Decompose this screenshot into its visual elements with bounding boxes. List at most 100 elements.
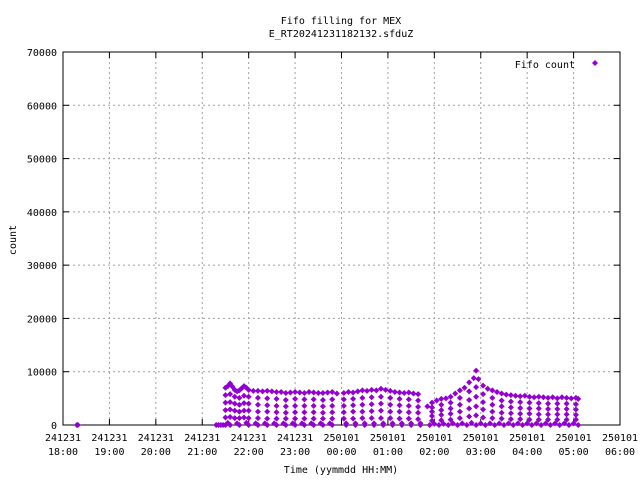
data-point	[429, 408, 436, 415]
data-point	[531, 394, 538, 401]
data-point	[329, 409, 336, 416]
data-point	[340, 402, 347, 409]
data-point	[415, 416, 422, 423]
x-tick-label-date: 250101	[416, 433, 452, 444]
data-point	[254, 408, 261, 415]
data-point	[540, 394, 547, 401]
data-point	[491, 422, 498, 428]
data-point	[368, 408, 375, 415]
y-tick-label: 0	[51, 421, 57, 432]
data-point	[227, 406, 234, 413]
data-point	[459, 420, 466, 427]
data-point	[468, 419, 475, 426]
data-point	[396, 415, 403, 422]
data-point	[447, 405, 454, 412]
data-point	[565, 422, 572, 428]
data-point	[561, 420, 568, 427]
data-points	[73, 367, 582, 428]
data-point	[429, 404, 436, 411]
x-tick-label-date: 250101	[463, 433, 499, 444]
data-point	[535, 411, 542, 418]
x-tick-label-time: 00:00	[326, 447, 356, 458]
data-point	[380, 422, 387, 428]
data-point	[456, 401, 463, 408]
data-point	[447, 393, 454, 400]
data-point	[310, 402, 317, 409]
data-point	[433, 397, 440, 404]
data-point	[401, 390, 408, 397]
data-point	[396, 389, 403, 396]
data-point	[535, 400, 542, 407]
x-tick-label-time: 05:00	[559, 447, 589, 458]
data-point	[377, 393, 384, 400]
data-point	[426, 422, 433, 428]
data-point	[435, 422, 442, 428]
data-point	[498, 415, 505, 422]
data-point	[454, 422, 461, 428]
data-point	[554, 395, 561, 402]
data-point	[350, 408, 357, 415]
data-point	[396, 395, 403, 402]
data-point	[391, 388, 398, 395]
data-point	[480, 382, 487, 389]
data-point	[480, 391, 487, 398]
data-point	[445, 422, 452, 428]
data-point	[319, 390, 326, 397]
data-point	[405, 409, 412, 416]
data-point	[278, 388, 285, 395]
data-point	[350, 395, 357, 402]
data-point	[482, 422, 489, 428]
data-point	[340, 396, 347, 403]
data-point	[545, 416, 552, 423]
data-point	[480, 406, 487, 413]
data-point	[466, 396, 473, 403]
data-point	[319, 403, 326, 410]
data-point	[415, 391, 422, 398]
data-point	[377, 407, 384, 414]
x-tick-label-date: 241231	[231, 433, 267, 444]
data-point	[398, 422, 405, 428]
data-point	[410, 390, 417, 397]
data-point	[329, 422, 336, 428]
data-point	[301, 422, 308, 428]
data-point	[236, 415, 243, 422]
data-point	[292, 415, 299, 422]
data-point	[350, 415, 357, 422]
data-point	[254, 387, 261, 394]
data-point	[429, 399, 436, 406]
data-point	[473, 367, 480, 374]
x-tick-label-time: 21:00	[187, 447, 217, 458]
data-point	[241, 414, 248, 421]
data-point	[549, 394, 556, 401]
data-point	[359, 401, 366, 408]
data-point	[306, 388, 313, 395]
data-point	[250, 387, 257, 394]
x-tick-label-date: 250101	[602, 433, 638, 444]
data-point	[273, 395, 280, 402]
data-point	[245, 386, 252, 393]
data-point	[292, 402, 299, 409]
data-point	[333, 390, 340, 397]
data-point	[354, 388, 361, 395]
data-point	[329, 396, 336, 403]
data-point	[505, 420, 512, 427]
chart-title: Fifo filling for MEX E_RT20241231182132.…	[269, 16, 414, 40]
data-point	[264, 422, 271, 428]
y-axis-label: count	[8, 225, 19, 255]
data-point	[364, 387, 371, 394]
data-point	[487, 420, 494, 427]
data-point	[480, 414, 487, 421]
data-point	[517, 416, 524, 423]
data-point	[524, 420, 531, 427]
data-point	[231, 407, 238, 414]
data-point	[301, 415, 308, 422]
x-tick-label-date: 241231	[91, 433, 127, 444]
x-tick-label-time: 22:00	[234, 447, 264, 458]
data-point	[315, 390, 322, 397]
data-point	[545, 394, 552, 401]
data-point	[273, 388, 280, 395]
data-point	[570, 420, 577, 427]
chart-title-line1: Fifo filling for MEX	[281, 16, 401, 27]
data-point	[438, 401, 445, 408]
axes	[62, 51, 621, 426]
